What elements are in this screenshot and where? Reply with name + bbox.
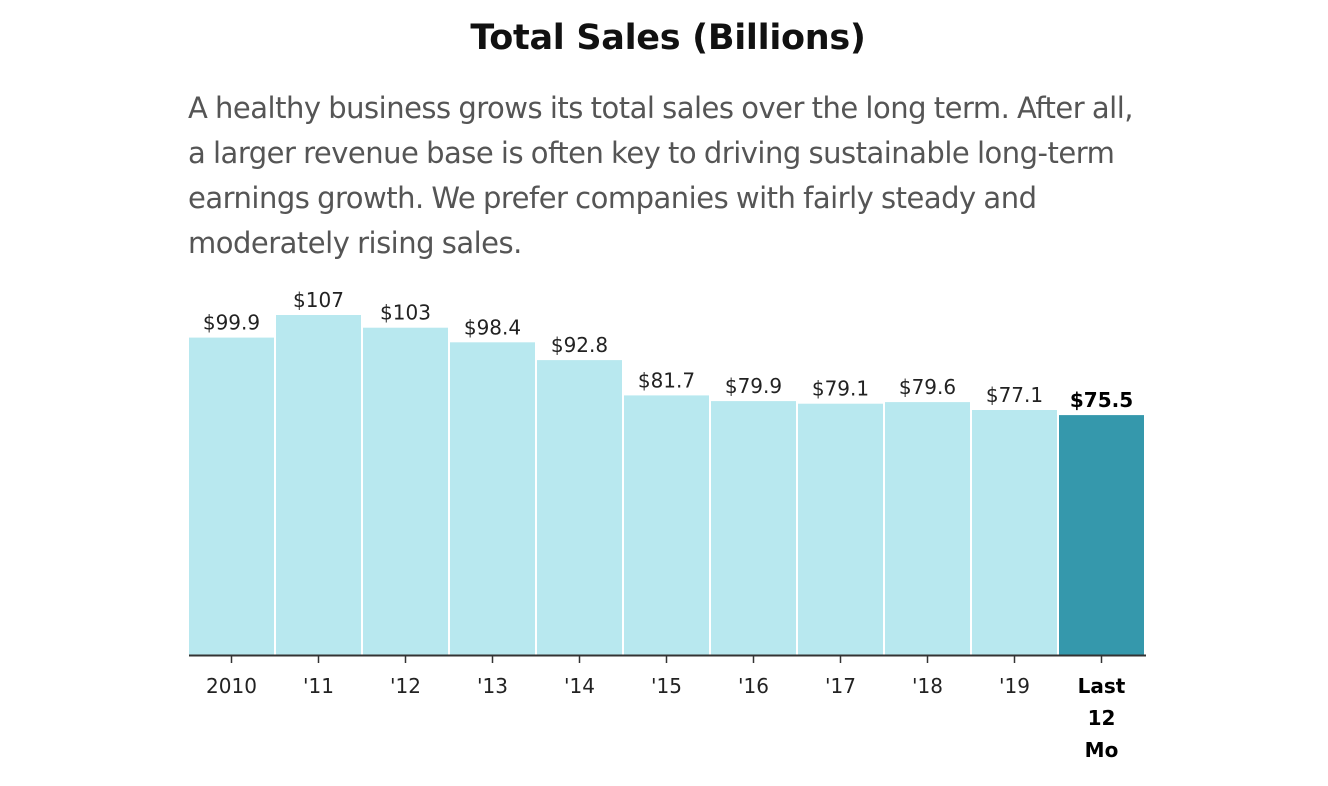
bar-7 <box>798 403 883 655</box>
bar-value-label-3: $98.4 <box>464 315 521 339</box>
x-tick-label-6: '16 <box>738 674 769 698</box>
bar-value-label-4: $92.8 <box>551 333 608 357</box>
bar-value-label-6: $79.9 <box>725 374 782 398</box>
bar-6 <box>711 401 796 655</box>
bar-1 <box>276 315 361 655</box>
bar-value-label-8: $79.6 <box>899 375 956 399</box>
bar-value-label-7: $79.1 <box>812 377 869 401</box>
x-tick-label-5: '15 <box>651 674 682 698</box>
bar-4 <box>537 360 622 655</box>
x-tick-label-4: '14 <box>564 674 595 698</box>
bar-10 <box>1059 415 1144 655</box>
bar-2 <box>363 327 448 655</box>
bar-value-label-10: $75.5 <box>1070 388 1133 412</box>
bar-9 <box>972 410 1057 655</box>
bar-0 <box>189 337 274 655</box>
x-tick-label-10: Last 12 Mo <box>1078 674 1126 762</box>
bar-value-label-0: $99.9 <box>203 311 260 335</box>
x-tick-label-2: '12 <box>390 674 421 698</box>
bar-value-label-1: $107 <box>293 288 344 312</box>
bar-value-label-5: $81.7 <box>638 368 695 392</box>
bar-value-label-2: $103 <box>380 301 431 325</box>
x-tick-label-1: '11 <box>303 674 334 698</box>
x-tick-label-8: '18 <box>912 674 943 698</box>
bar-value-label-9: $77.1 <box>986 383 1043 407</box>
x-tick-label-3: '13 <box>477 674 508 698</box>
x-tick-label-7: '17 <box>825 674 856 698</box>
bar-8 <box>885 402 970 655</box>
x-tick-label-9: '19 <box>999 674 1030 698</box>
x-tick-label-0: 2010 <box>206 674 257 698</box>
chart-title: Total Sales (Billions) <box>470 18 866 58</box>
bar-5 <box>624 395 709 655</box>
chart-subtitle: A healthy business grows its total sales… <box>188 91 1134 260</box>
bar-3 <box>450 342 535 655</box>
